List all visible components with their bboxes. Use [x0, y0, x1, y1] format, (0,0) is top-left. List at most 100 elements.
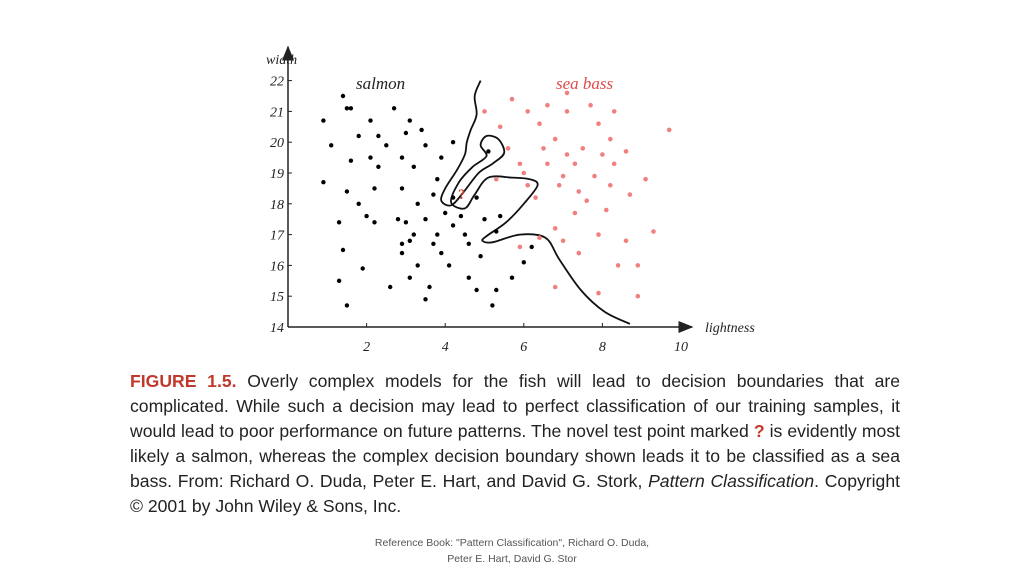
salmon-point — [411, 164, 416, 169]
salmon-point — [372, 220, 377, 225]
decision-boundary — [440, 80, 631, 325]
salmon-point — [458, 213, 464, 219]
sea-bass-point — [525, 109, 530, 114]
salmon-point — [344, 106, 350, 111]
y-tick-label: 14 — [270, 321, 284, 336]
salmon-point — [321, 180, 326, 185]
salmon-point — [391, 106, 397, 111]
book-title: Pattern Classification — [648, 471, 815, 491]
sea-bass-point — [517, 244, 523, 250]
sea-bass-point — [552, 284, 558, 290]
salmon-point — [395, 217, 401, 222]
salmon-point — [521, 260, 526, 265]
salmon-point — [344, 189, 350, 194]
sea-bass-point — [611, 109, 617, 114]
sea-bass-point — [596, 232, 601, 237]
salmon-point — [474, 195, 479, 200]
salmon-point — [340, 247, 346, 253]
sea-bass-point — [509, 96, 515, 102]
salmon-point — [439, 155, 444, 160]
caption-text-2: is evidently most likely a salmon, where… — [130, 421, 901, 491]
sea-bass-point — [643, 176, 648, 182]
salmon-point — [435, 232, 440, 237]
salmon-point — [423, 143, 428, 148]
sea-bass-point — [615, 263, 621, 268]
sea-bass-point — [666, 127, 672, 133]
y-axis-label: width — [266, 53, 297, 68]
sea-bass-point — [604, 207, 609, 213]
y-tick-label: 20 — [270, 136, 284, 151]
caption-text-3: . Copyright © 2001 by John Wiley & Sons,… — [130, 471, 900, 516]
sea-bass-point — [623, 149, 629, 154]
sea-bass-point — [623, 238, 629, 244]
sea-bass-point — [517, 161, 523, 167]
x-tick-label: 4 — [442, 340, 449, 355]
salmon-point — [427, 284, 432, 290]
sea-bass-point — [608, 183, 613, 188]
novel-point-marker: ? — [458, 187, 466, 203]
y-tick-label: 15 — [270, 290, 284, 305]
salmon-point — [431, 241, 436, 246]
x-axis-label: lightness — [705, 321, 755, 336]
x-tick-label: 10 — [674, 340, 688, 355]
salmon-point — [348, 158, 354, 163]
salmon-point — [423, 217, 428, 222]
salmon-point — [368, 155, 373, 160]
y-tick-label: 22 — [270, 75, 284, 90]
salmon-point — [399, 186, 405, 191]
salmon-point — [415, 201, 420, 206]
salmon-point — [321, 118, 326, 123]
sea-bass-point — [572, 161, 578, 167]
scatter-plot: 2 4 6 8 10 14 15 16 17 18 19 20 21 22 width lightness… — [266, 45, 755, 355]
y-tick-label: 21 — [270, 105, 284, 120]
sea-bass-point — [608, 136, 613, 142]
salmon-point — [443, 210, 448, 216]
sea-bass-point — [537, 235, 542, 240]
salmon-point — [490, 303, 495, 308]
sea-bass-point — [564, 152, 570, 157]
salmon-point — [474, 287, 479, 293]
sea-bass-point — [635, 263, 641, 268]
salmon-point — [399, 241, 405, 246]
salmon-point — [372, 186, 377, 191]
sea-bass-point — [564, 90, 570, 96]
salmon-point — [344, 303, 350, 308]
salmon-point — [498, 213, 503, 219]
salmon-point — [376, 164, 381, 169]
sea-bass-point — [584, 198, 589, 203]
y-tick-label: 17 — [270, 229, 285, 244]
salmon-point — [407, 118, 412, 123]
sea-bass-point — [588, 102, 593, 108]
salmon-point — [336, 278, 342, 283]
salmon-point — [462, 232, 468, 237]
salmon-point — [407, 238, 412, 243]
salmon-point — [336, 220, 342, 225]
y-tick-label: 19 — [270, 167, 284, 182]
sea-bass-point — [505, 146, 511, 151]
reference-footer: Reference Book: "Pattern Classification"… — [312, 535, 712, 567]
salmon-point — [364, 213, 369, 219]
salmon-point — [431, 192, 436, 197]
x-tick-label: 8 — [599, 340, 606, 355]
salmon-point — [486, 149, 491, 154]
salmon-point — [494, 287, 499, 293]
sea-bass-point — [545, 102, 550, 108]
footer-line-2: Peter E. Hart, David G. Stor — [447, 553, 577, 565]
salmon-point — [450, 195, 456, 200]
sea-bass-point — [552, 226, 558, 231]
salmon-point — [482, 217, 487, 222]
salmon-point — [478, 254, 483, 259]
sea-bass-point — [580, 146, 586, 151]
question-mark-marker: ? — [753, 421, 765, 441]
salmon-point — [450, 223, 456, 228]
figure-label: FIGURE 1.5. — [130, 371, 237, 391]
sea-bass-point — [556, 183, 562, 188]
salmon-point — [435, 177, 440, 182]
salmon-point — [411, 232, 416, 237]
y-tick-label: 16 — [270, 259, 284, 274]
sea-bass-point — [576, 189, 582, 194]
salmon-point — [399, 250, 405, 256]
salmon-point — [356, 133, 361, 139]
sea-bass-point — [525, 183, 530, 188]
sea-bass-point — [482, 109, 487, 114]
